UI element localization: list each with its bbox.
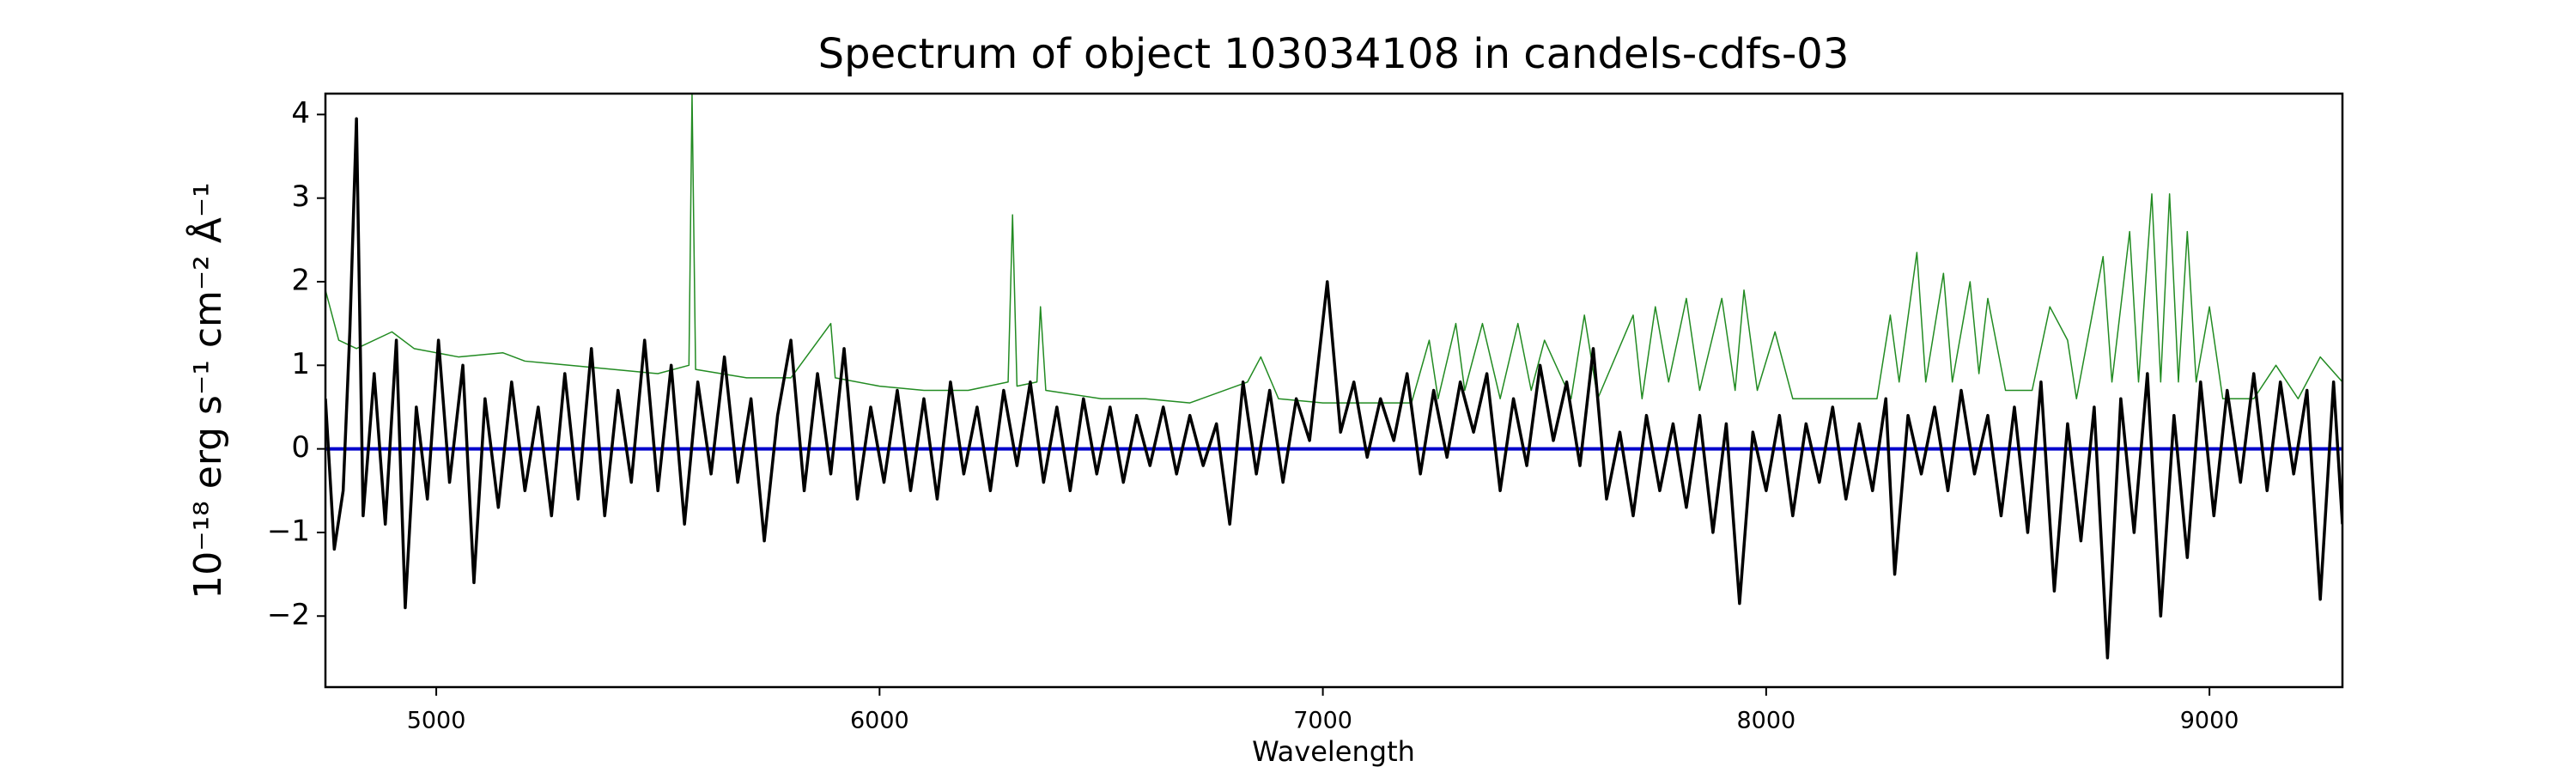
x-tick-label: 8000 — [1736, 708, 1795, 734]
x-tick-label: 9000 — [2180, 708, 2239, 734]
x-axis-label: Wavelength — [1252, 735, 1415, 768]
chart-title: Spectrum of object 103034108 in candels-… — [818, 30, 1850, 78]
x-tick-label: 6000 — [850, 708, 909, 734]
spectrum-line — [325, 94, 2342, 404]
x-tick-label: 7000 — [1293, 708, 1352, 734]
y-tick-label: −2 — [267, 598, 310, 632]
y-tick-label: −1 — [267, 514, 310, 548]
spectrum-line — [325, 117, 2342, 660]
y-tick-label: 2 — [291, 263, 310, 297]
y-axis-label: 10⁻¹⁸ erg s⁻¹ cm⁻² Å⁻¹ — [185, 182, 230, 599]
axes-frame — [324, 92, 2344, 689]
plot-area — [325, 94, 2342, 660]
x-tick-label: 5000 — [407, 708, 466, 734]
y-tick-label: 3 — [291, 180, 310, 214]
y-tick-label: 1 — [291, 347, 310, 381]
y-tick-label: 4 — [291, 96, 310, 131]
y-tick-label: 0 — [291, 430, 310, 465]
